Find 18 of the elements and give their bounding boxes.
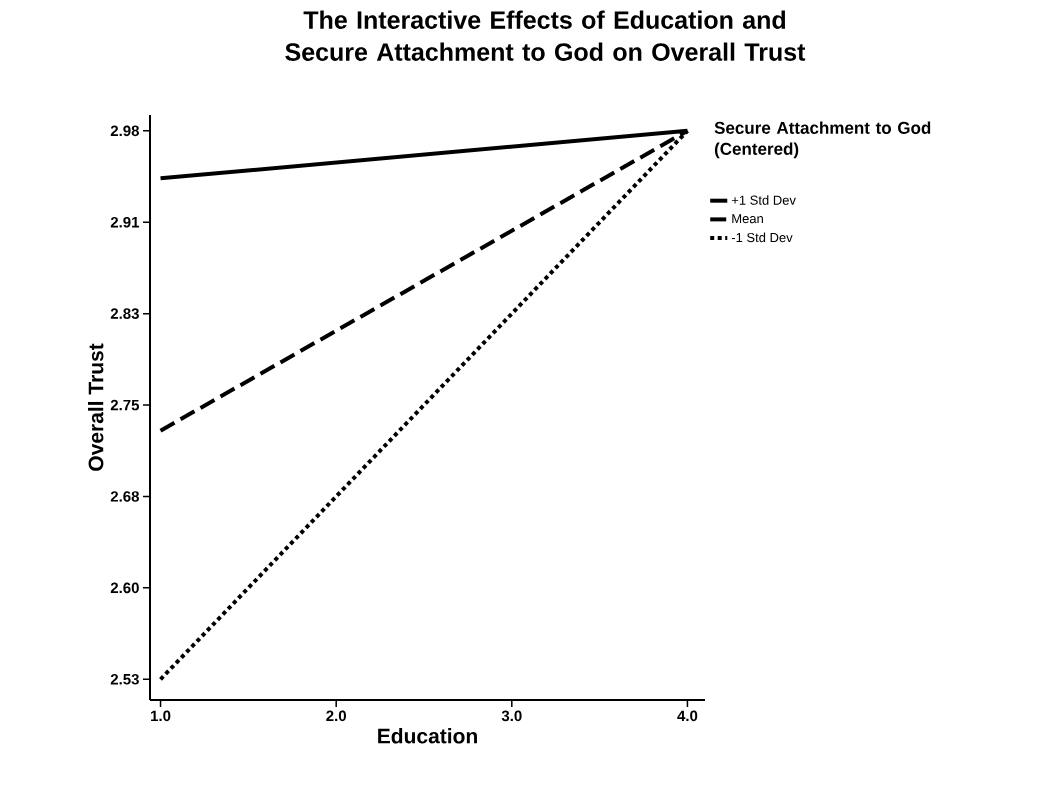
y-tick-label: 2.68 <box>110 491 139 502</box>
x-tick-label: 3.0 <box>501 710 522 722</box>
y-tick-label: 2.53 <box>110 673 139 685</box>
y-tick-label: 2.83 <box>110 308 139 319</box>
y-tick-label: 2.91 <box>110 216 140 228</box>
x-tick-label: 1.0 <box>151 710 171 722</box>
x-axis-title: Education <box>378 728 477 744</box>
y-tick-label: 2.75 <box>110 399 140 411</box>
legend-label: +1 Std Dev <box>731 195 796 205</box>
legend-title: Secure Attachment to God (Centered) <box>714 121 931 159</box>
legend-label: -1 Std Dev <box>731 232 793 243</box>
legend-label: Mean <box>732 214 763 224</box>
x-tick-label: 4.0 <box>677 710 698 722</box>
y-tick-label: 2.60 <box>110 582 139 594</box>
x-tick-label: 2.0 <box>326 710 346 722</box>
y-tick-label: 2.98 <box>110 125 139 137</box>
chart-title: The Interactive Effects of Education and Secure Attachment to God on Overall Trust <box>285 10 806 61</box>
y-axis-title: Overall Trust <box>87 343 104 471</box>
